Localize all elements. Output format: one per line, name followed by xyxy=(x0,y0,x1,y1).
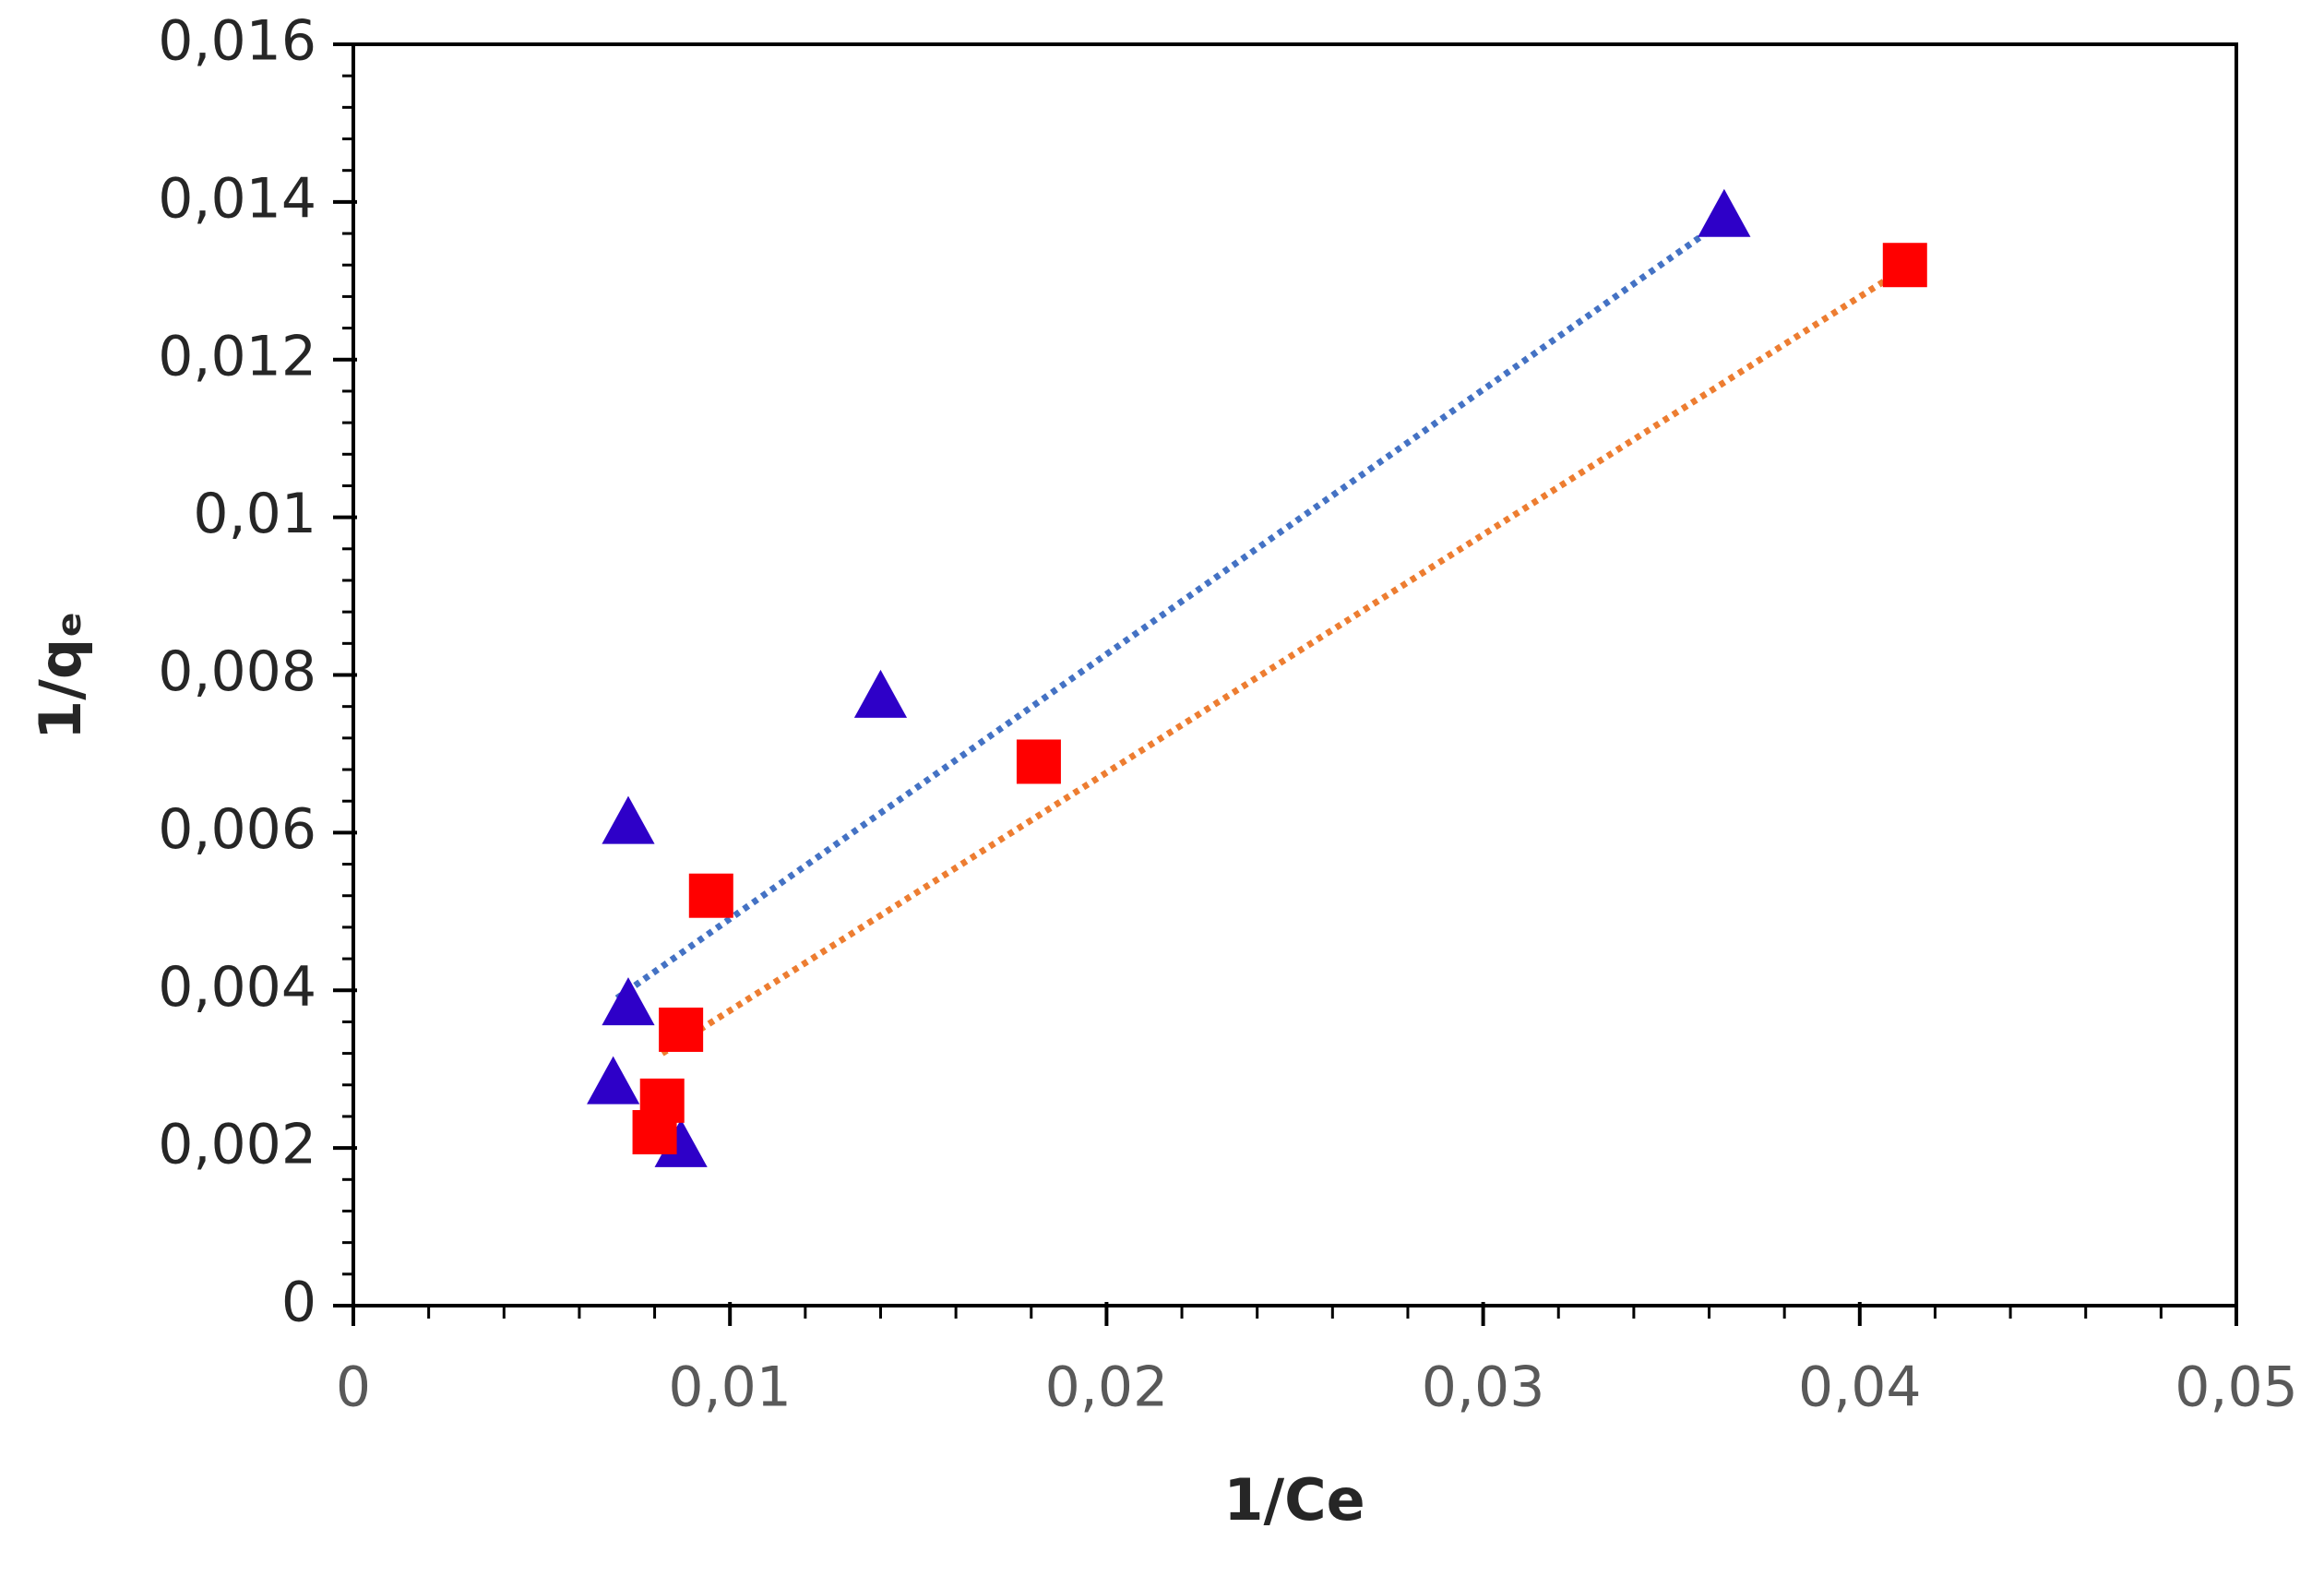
y-tick-label: 0,002 xyxy=(158,1113,316,1177)
x-tick-label: 0,03 xyxy=(1422,1355,1545,1420)
square-marker xyxy=(1882,243,1927,288)
square-marker xyxy=(1016,739,1061,784)
trendline xyxy=(660,269,1900,1057)
y-tick-label: 0,016 xyxy=(158,9,316,74)
y-tick-label: 0,004 xyxy=(158,955,316,1020)
triangle-marker xyxy=(654,1118,708,1167)
square-marker xyxy=(688,873,733,918)
y-tick-label: 0,01 xyxy=(193,482,316,546)
x-tick-label: 0,04 xyxy=(1798,1355,1922,1420)
x-tick-label: 0,02 xyxy=(1045,1355,1169,1420)
x-tick-label: 0,01 xyxy=(668,1355,792,1420)
trendline xyxy=(614,231,1708,1001)
triangle-marker xyxy=(587,1056,640,1104)
y-tick-label: 0,014 xyxy=(158,166,316,231)
square-marker xyxy=(632,1110,677,1155)
triangle-marker xyxy=(853,669,908,718)
x-axis-title: 1/Ce xyxy=(1223,1466,1365,1534)
triangle-marker xyxy=(602,977,655,1026)
y-axis-title: 1/qₑ xyxy=(27,611,94,740)
y-tick-label: 0,006 xyxy=(158,797,316,862)
triangle-marker xyxy=(602,795,655,844)
x-tick-label: 0 xyxy=(336,1355,371,1420)
y-tick-label: 0 xyxy=(281,1271,316,1335)
triangle-marker xyxy=(1698,188,1751,237)
x-tick-label: 0,05 xyxy=(2175,1355,2298,1420)
y-tick-label: 0,008 xyxy=(158,639,316,704)
y-tick-label: 0,012 xyxy=(158,324,316,388)
square-marker xyxy=(659,1007,704,1052)
